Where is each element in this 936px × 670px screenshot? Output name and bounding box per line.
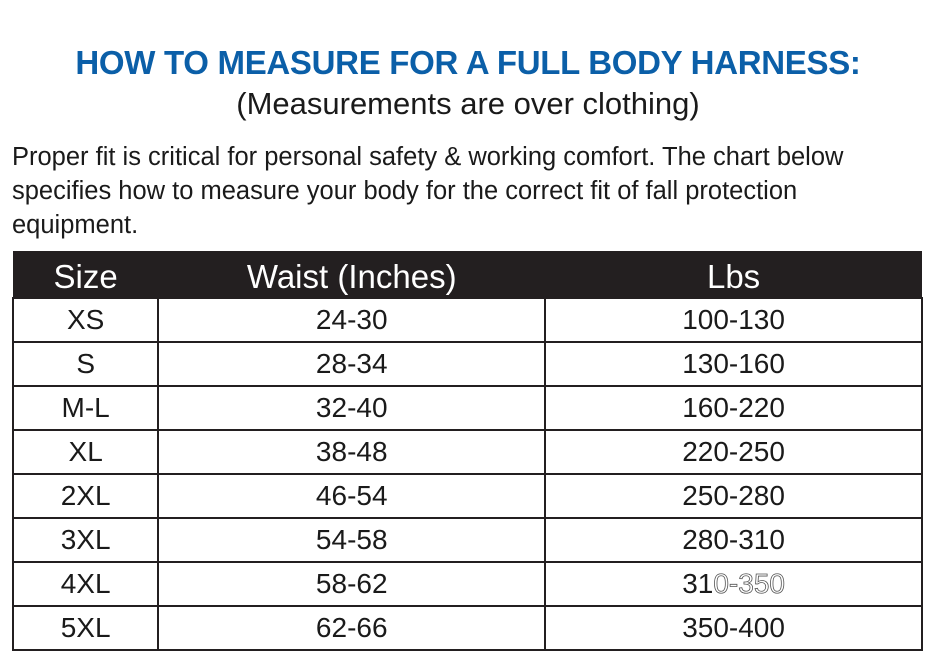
cell-lbs: 310-350 — [544, 561, 923, 607]
cell-size: S — [11, 341, 160, 387]
cell-size: M-L — [11, 385, 160, 431]
table-row: 4XL 58-62 310-350 — [11, 561, 923, 607]
cell-lbs: 100-130 — [544, 297, 923, 343]
table-row: S 28-34 130-160 — [11, 341, 923, 387]
page-subtitle: (Measurements are over clothing) — [236, 86, 700, 121]
cell-waist: 28-34 — [157, 341, 547, 387]
table-row: M-L 32-40 160-220 — [11, 385, 923, 431]
table-row: 3XL 54-58 280-310 — [11, 517, 923, 563]
cell-size: XS — [11, 297, 160, 343]
cell-waist: 46-54 — [157, 473, 547, 519]
cell-lbs: 280-310 — [544, 517, 923, 563]
intro-paragraph: Proper fit is critical for personal safe… — [12, 143, 844, 239]
cell-size: 3XL — [11, 517, 160, 563]
cell-lbs: 350-400 — [544, 605, 923, 651]
cell-waist: 62-66 — [157, 605, 547, 651]
table-row: 2XL 46-54 250-280 — [11, 473, 923, 519]
page-title: HOW TO MEASURE FOR A FULL BODY HARNESS: — [75, 44, 861, 81]
cell-waist: 38-48 — [157, 429, 547, 475]
table-row: XL 38-48 220-250 — [11, 429, 923, 475]
cell-size: XL — [11, 429, 160, 475]
cell-size: 5XL — [11, 605, 160, 651]
cell-waist: 24-30 — [157, 297, 547, 343]
cell-lbs: 220-250 — [544, 429, 923, 475]
cell-lbs: 250-280 — [544, 473, 923, 519]
cell-size: 2XL — [11, 473, 160, 519]
header-waist: Waist (Inches) — [158, 251, 546, 298]
cell-waist: 54-58 — [157, 517, 547, 563]
cell-lbs: 160-220 — [544, 385, 923, 431]
table-row: XS 24-30 100-130 — [11, 297, 923, 343]
table-header-row: Size Waist (Inches) Lbs — [13, 251, 922, 298]
cell-lbs: 130-160 — [544, 341, 923, 387]
cell-waist: 58-62 — [157, 561, 547, 607]
cell-size: 4XL — [11, 561, 160, 607]
size-chart-table: Size Waist (Inches) Lbs XS 24-30 100-130 S 2… — [11, 251, 923, 651]
header-lbs: Lbs — [545, 251, 922, 298]
header-size: Size — [13, 251, 159, 298]
table-row: 5XL 62-66 350-400 — [11, 605, 923, 651]
cell-waist: 32-40 — [157, 385, 547, 431]
